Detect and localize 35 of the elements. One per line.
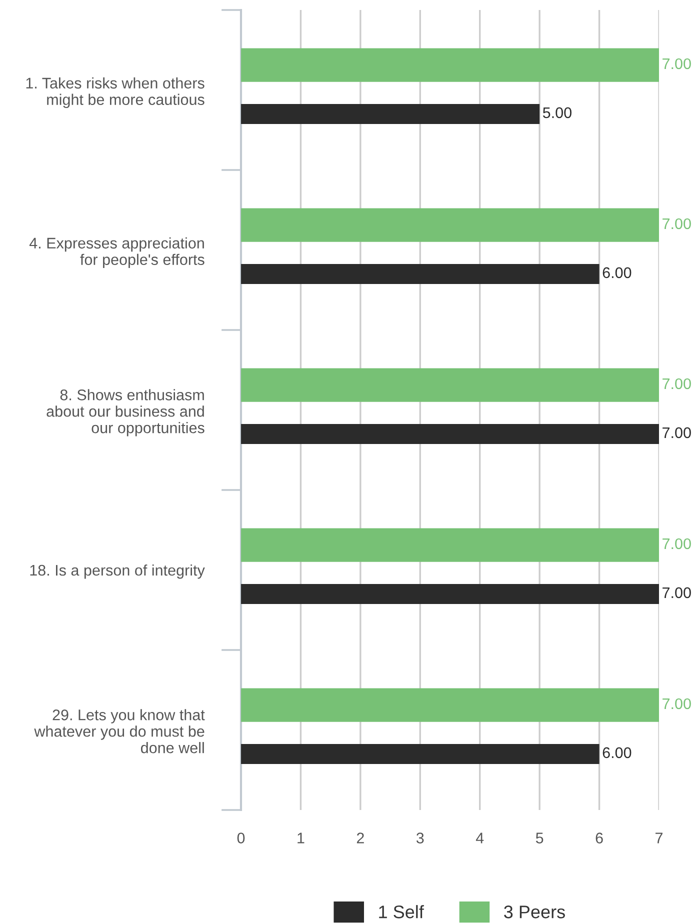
data-label: 7.00 <box>662 587 691 598</box>
bar <box>241 368 659 402</box>
data-label: 7.00 <box>662 218 691 230</box>
bar <box>241 424 659 444</box>
y-tick-label: 4. Expresses appreciation for people's efforts <box>29 237 204 268</box>
x-tick-label: 7 <box>656 832 662 844</box>
bar <box>241 528 659 562</box>
legend-label: 1 Self <box>379 905 424 918</box>
data-label: 6.00 <box>602 267 632 278</box>
data-label: 6.00 <box>602 747 632 758</box>
data-label: 7.00 <box>662 427 691 438</box>
x-tick-label: 1 <box>298 832 304 844</box>
bar <box>241 104 540 124</box>
bar <box>241 744 600 764</box>
x-tick-label: 4 <box>476 832 484 844</box>
x-tick-label: 3 <box>416 832 424 844</box>
y-tick-label: 29. Lets you know that whatever you do must be done well <box>34 709 205 754</box>
x-tick-label: 5 <box>536 832 544 844</box>
y-tick-label: 1. Takes risks when others might be more cautious <box>26 77 204 108</box>
data-label: 7.00 <box>662 58 691 70</box>
bar <box>241 688 659 722</box>
data-label: 7.00 <box>662 698 691 710</box>
data-label: 5.00 <box>542 107 572 118</box>
legend-label: 3 Peers <box>504 906 565 918</box>
bar <box>241 584 659 604</box>
y-tick-label: 18. Is a person of integrity <box>30 564 205 579</box>
x-tick-label: 6 <box>596 832 603 844</box>
y-tick-label: 8. Shows enthusiasm about our business and our opportunities <box>46 389 204 436</box>
bar <box>241 208 659 242</box>
bar <box>241 48 659 82</box>
data-label: 7.00 <box>662 538 691 550</box>
x-tick-label: 0 <box>237 832 245 844</box>
bar <box>241 264 600 284</box>
data-label: 7.00 <box>662 378 691 390</box>
x-tick-label: 2 <box>356 832 364 844</box>
